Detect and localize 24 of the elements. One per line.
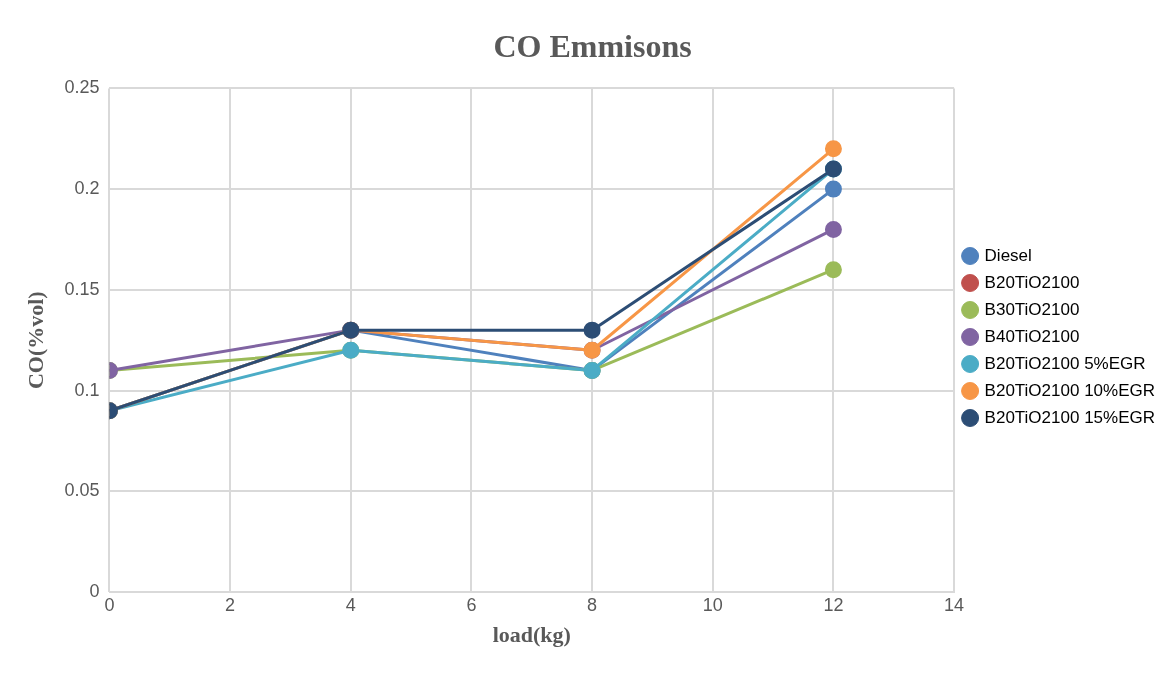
x-tick-label: 0 xyxy=(104,594,115,615)
legend-label: B30TiO2100 xyxy=(984,299,1080,319)
y-tick-label: 0.1 xyxy=(74,379,100,400)
x-tick-label: 8 xyxy=(587,594,598,615)
y-tick-label: 0.25 xyxy=(64,77,100,98)
x-tick-label: 14 xyxy=(944,594,965,615)
chart-title: CO Emmisons xyxy=(493,28,692,65)
x-tick-label: 6 xyxy=(466,594,477,615)
legend-label: Diesel xyxy=(984,245,1032,265)
y-tick-label: 0 xyxy=(89,580,100,601)
x-tick-label: 4 xyxy=(345,594,356,615)
x-tick-label: 10 xyxy=(702,594,723,615)
x-tick-label: 12 xyxy=(823,594,844,615)
y-tick-label: 0.15 xyxy=(64,278,100,299)
y-tick-label: 0.05 xyxy=(64,480,100,501)
x-axis-title: load(kg) xyxy=(492,622,571,648)
legend-label: B20TiO2100 xyxy=(984,272,1080,292)
legend-label: B20TiO2100 5%EGR xyxy=(984,353,1146,373)
y-tick-label: 0.2 xyxy=(74,178,100,199)
y-axis-title: CO(%vol) xyxy=(22,291,48,390)
legend-label: B20TiO2100 10%EGR xyxy=(984,380,1156,400)
legend-label: B40TiO2100 xyxy=(984,326,1080,346)
legend-label: B20TiO2100 15%EGR xyxy=(984,407,1156,427)
x-tick-label: 2 xyxy=(225,594,236,615)
